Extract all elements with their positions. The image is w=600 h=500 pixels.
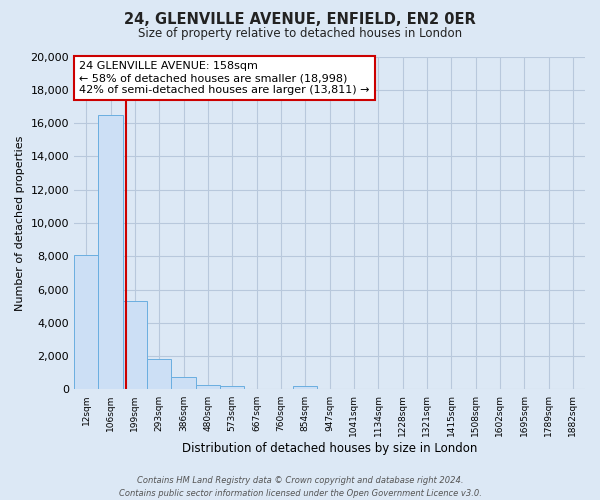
Bar xyxy=(196,385,220,390)
Bar xyxy=(220,386,244,390)
Text: Contains HM Land Registry data © Crown copyright and database right 2024.
Contai: Contains HM Land Registry data © Crown c… xyxy=(119,476,481,498)
Bar xyxy=(123,301,147,390)
Bar xyxy=(172,377,196,390)
Text: Size of property relative to detached houses in London: Size of property relative to detached ho… xyxy=(138,28,462,40)
Text: 24, GLENVILLE AVENUE, ENFIELD, EN2 0ER: 24, GLENVILLE AVENUE, ENFIELD, EN2 0ER xyxy=(124,12,476,28)
Bar xyxy=(293,386,317,390)
Y-axis label: Number of detached properties: Number of detached properties xyxy=(15,136,25,310)
Bar xyxy=(98,115,123,390)
Text: 24 GLENVILLE AVENUE: 158sqm
← 58% of detached houses are smaller (18,998)
42% of: 24 GLENVILLE AVENUE: 158sqm ← 58% of det… xyxy=(79,62,370,94)
X-axis label: Distribution of detached houses by size in London: Distribution of detached houses by size … xyxy=(182,442,477,455)
Bar xyxy=(147,358,172,390)
Bar xyxy=(74,254,98,390)
